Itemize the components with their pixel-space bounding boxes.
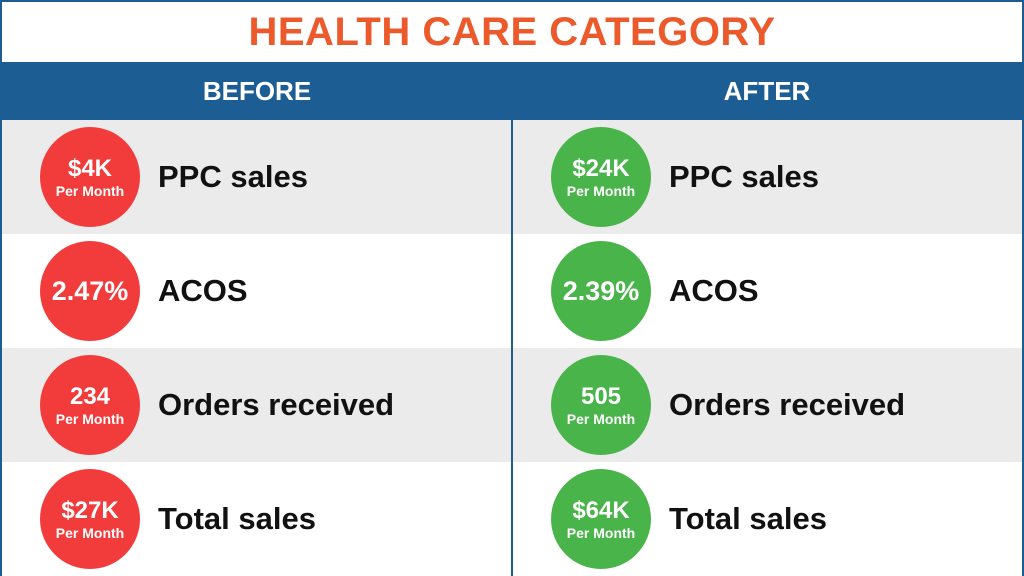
after-heading-cell: AFTER [512, 62, 1022, 136]
badge-value: 234 [69, 382, 111, 410]
after-badge: $24K Per Month [551, 127, 651, 227]
badge-subtext: Per Month [566, 524, 636, 541]
badge-subtext: Per Month [55, 182, 125, 199]
badge-value: 505 [580, 382, 622, 410]
before-row-total-sales: $27K Per Month Total sales [2, 462, 511, 576]
metric-label: ACOS [158, 273, 248, 308]
badge-value: 2.39% [562, 275, 640, 306]
badge-subtext: Per Month [566, 182, 636, 199]
after-row-orders: 505 Per Month Orders received [513, 348, 1022, 462]
metric-label: PPC sales [669, 159, 819, 194]
after-badge: 505 Per Month [551, 355, 651, 455]
metric-label: Total sales [158, 501, 316, 536]
metric-label: ACOS [669, 273, 759, 308]
before-row-ppc-sales: $4K Per Month PPC sales [2, 120, 511, 234]
before-heading: BEFORE [202, 75, 312, 106]
metric-label: Orders received [158, 387, 395, 422]
badge-value: $4K [67, 154, 113, 182]
column-header-bar: BEFORE AFTER [2, 62, 1022, 136]
badge-value: $24K [572, 154, 630, 182]
before-badge: $4K Per Month [40, 127, 140, 227]
badge-value: $64K [572, 496, 630, 524]
after-heading: AFTER [723, 75, 811, 106]
before-badge: 234 Per Month [40, 355, 140, 455]
page-title: HEALTH CARE CATEGORY [248, 9, 776, 54]
metric-label: Total sales [669, 501, 827, 536]
after-row-acos: 2.39% ACOS [513, 234, 1022, 348]
comparison-columns: $4K Per Month PPC sales 2.47% ACOS 234 P… [2, 120, 1022, 576]
before-heading-cell: BEFORE [2, 62, 512, 136]
badge-subtext: Per Month [55, 410, 125, 427]
before-badge: 2.47% [40, 241, 140, 341]
after-badge: $64K Per Month [551, 469, 651, 569]
badge-value: 2.47% [51, 275, 129, 306]
metric-label: PPC sales [158, 159, 308, 194]
before-row-acos: 2.47% ACOS [2, 234, 511, 348]
after-row-total-sales: $64K Per Month Total sales [513, 462, 1022, 576]
after-row-ppc-sales: $24K Per Month PPC sales [513, 120, 1022, 234]
before-row-orders: 234 Per Month Orders received [2, 348, 511, 462]
badge-value: $27K [61, 496, 119, 524]
badge-subtext: Per Month [55, 524, 125, 541]
metric-label: Orders received [669, 387, 906, 422]
after-badge: 2.39% [551, 241, 651, 341]
badge-subtext: Per Month [566, 410, 636, 427]
after-column: $24K Per Month PPC sales 2.39% ACOS 505 … [511, 120, 1022, 576]
before-badge: $27K Per Month [40, 469, 140, 569]
before-column: $4K Per Month PPC sales 2.47% ACOS 234 P… [2, 120, 511, 576]
